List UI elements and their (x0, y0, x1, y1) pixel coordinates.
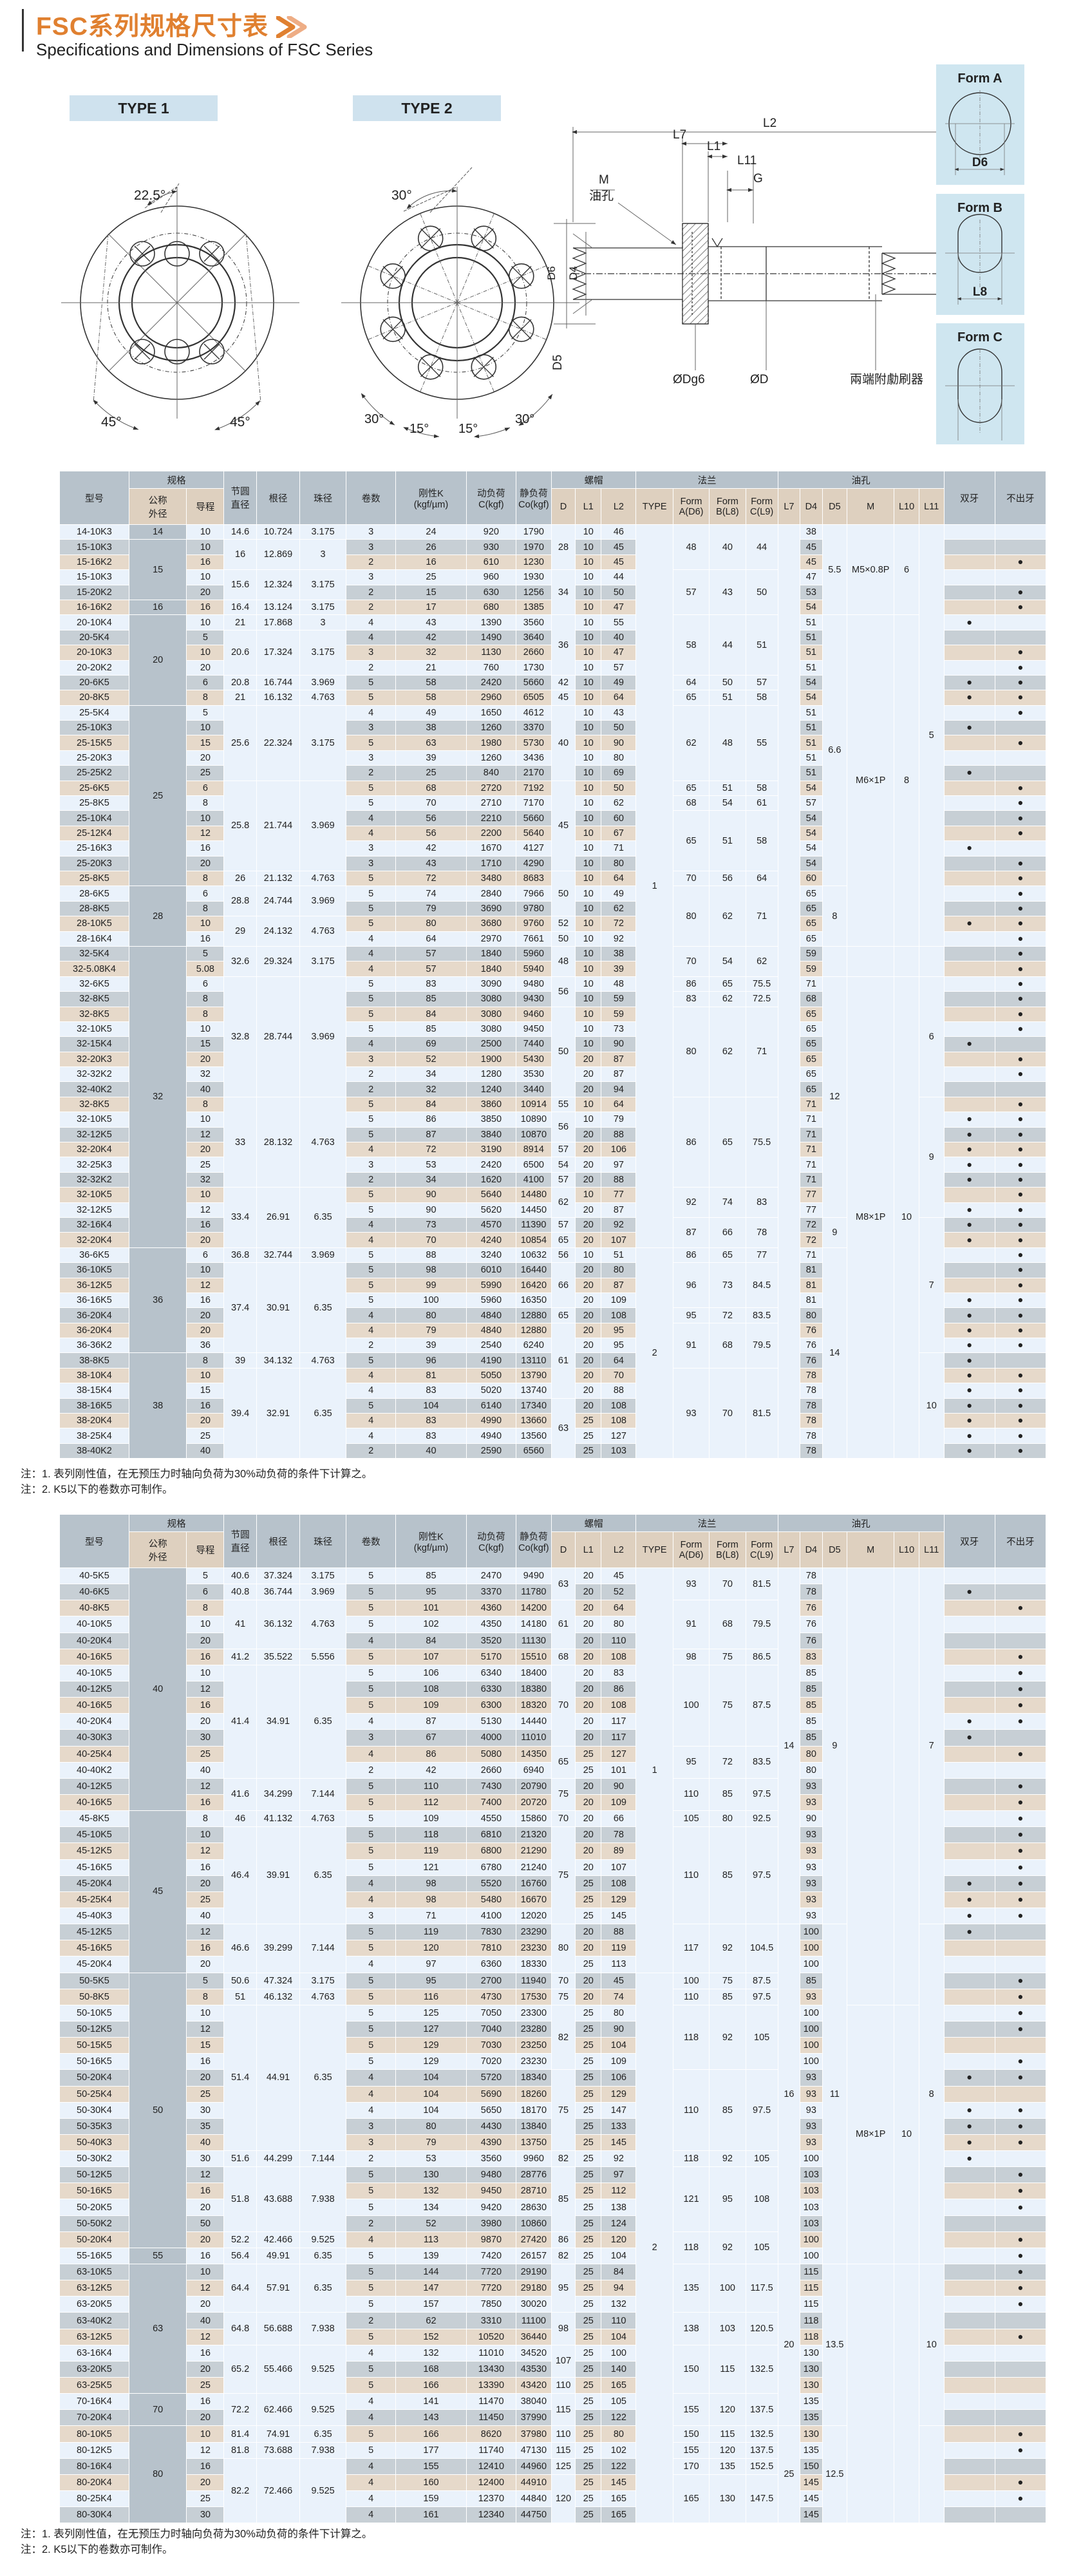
svg-text:30°: 30° (391, 188, 412, 203)
svg-text:Form C: Form C (957, 330, 1002, 345)
svg-text:兩端附勮刷器: 兩端附勮刷器 (850, 372, 923, 386)
svg-text:L7: L7 (673, 128, 686, 142)
svg-text:L1: L1 (707, 140, 720, 153)
svg-text:30°: 30° (364, 412, 384, 426)
svg-text:D6: D6 (972, 156, 988, 169)
svg-text:L2: L2 (763, 117, 776, 130)
svg-text:M: M (599, 173, 609, 187)
svg-text:22.5°: 22.5° (134, 188, 165, 203)
svg-text:D6: D6 (545, 266, 558, 280)
svg-text:ØDg6: ØDg6 (673, 373, 705, 386)
svg-text:L11: L11 (737, 154, 757, 167)
svg-text:Form A: Form A (957, 71, 1002, 86)
svg-text:45°: 45° (101, 415, 122, 430)
svg-text:G: G (753, 172, 763, 185)
svg-text:15°: 15° (409, 422, 429, 436)
svg-text:D5: D5 (551, 355, 565, 370)
svg-text:15°: 15° (458, 422, 478, 436)
svg-text:D4: D4 (567, 266, 579, 280)
svg-text:油孔: 油孔 (589, 189, 614, 203)
svg-text:ØD: ØD (750, 373, 769, 386)
svg-text:L8: L8 (973, 285, 987, 299)
svg-text:45°: 45° (230, 415, 250, 430)
svg-text:Form B: Form B (957, 201, 1002, 215)
